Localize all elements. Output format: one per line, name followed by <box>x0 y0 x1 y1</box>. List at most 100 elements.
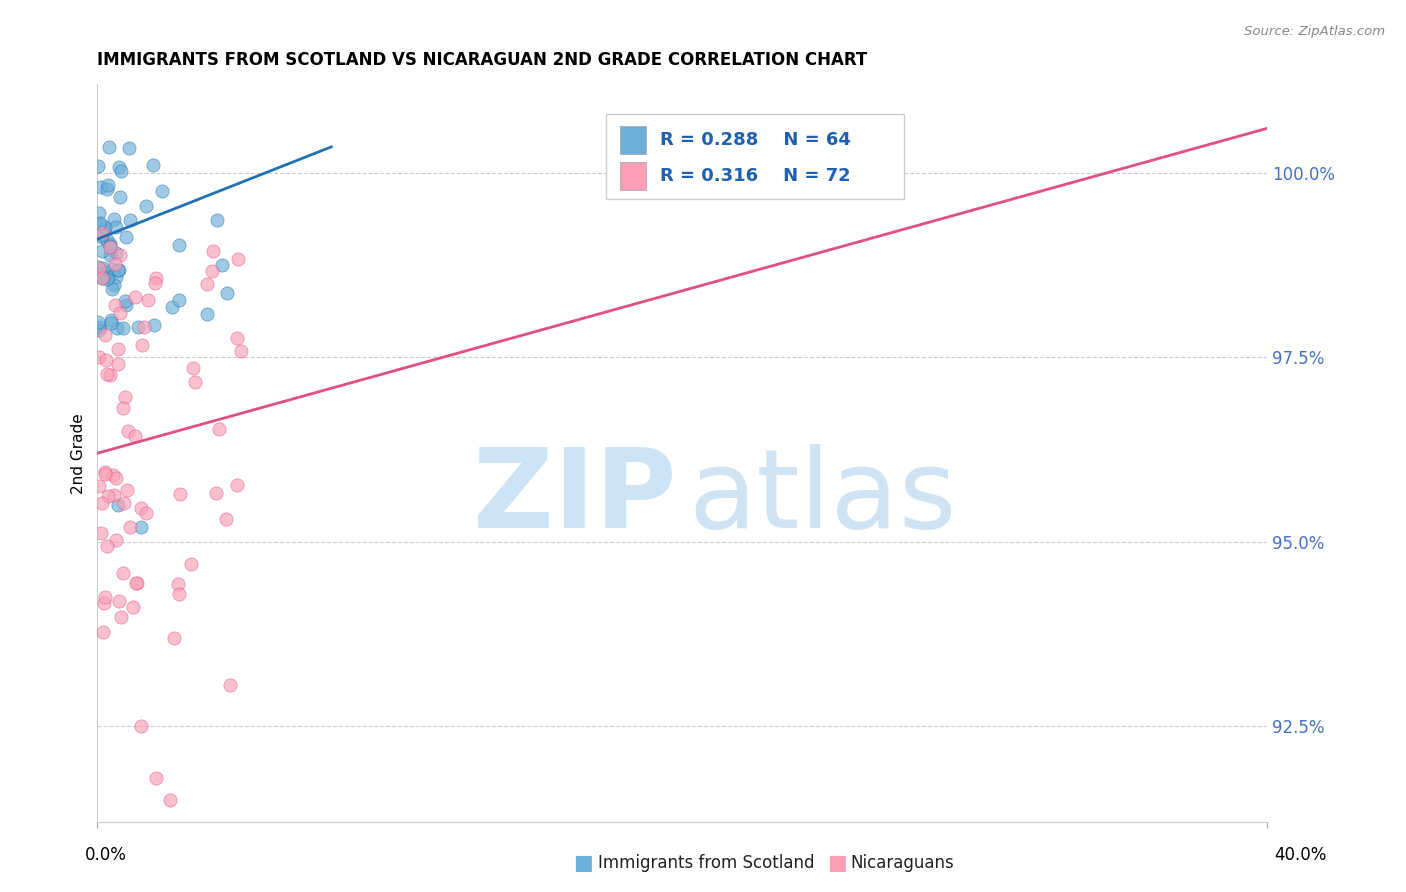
Point <box>195 277 218 291</box>
FancyBboxPatch shape <box>606 113 904 199</box>
Point <box>91 260 114 275</box>
Point <box>89 479 111 493</box>
Point <box>150 184 173 198</box>
Point <box>228 252 250 266</box>
Point <box>205 485 228 500</box>
Point <box>226 478 249 492</box>
Point <box>89 268 111 282</box>
Point <box>167 586 190 600</box>
Point <box>124 290 146 304</box>
Point <box>108 190 131 204</box>
Point <box>114 390 136 404</box>
Text: atlas: atlas <box>688 444 956 551</box>
Point <box>107 342 129 356</box>
Point <box>202 244 225 259</box>
Point <box>219 678 242 692</box>
Point <box>107 263 129 277</box>
Point <box>169 238 191 252</box>
Point <box>94 327 117 342</box>
Text: IMMIGRANTS FROM SCOTLAND VS NICARAGUAN 2ND GRADE CORRELATION CHART: IMMIGRANTS FROM SCOTLAND VS NICARAGUAN 2… <box>97 51 868 69</box>
Point <box>98 140 121 154</box>
Point <box>94 466 117 480</box>
Point <box>96 272 118 286</box>
Point <box>94 467 117 481</box>
Point <box>104 220 127 235</box>
Text: R = 0.316    N = 72: R = 0.316 N = 72 <box>659 167 851 185</box>
Point <box>131 338 153 352</box>
Point <box>118 140 141 154</box>
Point <box>183 375 205 389</box>
Point <box>98 248 121 262</box>
Text: 0.0%: 0.0% <box>84 846 127 863</box>
Point <box>87 217 110 231</box>
Point <box>124 429 146 443</box>
Bar <box>620 126 645 154</box>
Point <box>107 357 129 371</box>
Point <box>90 229 112 244</box>
Point <box>142 158 165 172</box>
Point <box>90 226 112 240</box>
Point <box>166 577 188 591</box>
Point <box>217 286 239 301</box>
Point <box>94 590 117 604</box>
Point <box>107 594 129 608</box>
Point <box>94 221 117 235</box>
Point <box>91 228 114 243</box>
Point <box>108 160 131 174</box>
Point <box>104 298 127 312</box>
Point <box>125 576 148 591</box>
Point <box>96 233 118 247</box>
Point <box>103 467 125 482</box>
Point <box>87 260 110 274</box>
Point <box>100 313 122 327</box>
Point <box>163 631 186 645</box>
Point <box>96 265 118 279</box>
Point <box>87 315 110 329</box>
Point <box>112 496 135 510</box>
Point <box>143 276 166 290</box>
Point <box>134 320 156 334</box>
Point <box>96 367 118 381</box>
Point <box>103 211 125 226</box>
Point <box>201 264 224 278</box>
Text: ■: ■ <box>827 854 846 873</box>
Point <box>671 151 693 165</box>
Point <box>104 470 127 484</box>
Point <box>118 519 141 533</box>
Point <box>87 350 110 364</box>
Point <box>94 219 117 234</box>
Text: R = 0.288    N = 64: R = 0.288 N = 64 <box>659 131 851 149</box>
Text: Nicaraguans: Nicaraguans <box>851 855 955 872</box>
Point <box>160 300 183 314</box>
Point <box>127 319 149 334</box>
Point <box>98 236 121 251</box>
Point <box>135 199 157 213</box>
Point <box>159 793 181 807</box>
Point <box>195 307 218 321</box>
Point <box>89 216 111 230</box>
Point <box>107 498 129 512</box>
Point <box>111 401 134 415</box>
Point <box>90 496 112 510</box>
Point <box>93 269 115 284</box>
Text: ■: ■ <box>574 854 593 873</box>
Point <box>115 297 138 311</box>
Point <box>110 610 132 624</box>
Point <box>167 293 190 307</box>
Point <box>181 360 204 375</box>
Point <box>108 263 131 277</box>
Point <box>145 270 167 285</box>
Point <box>103 277 125 292</box>
Point <box>90 526 112 541</box>
Point <box>89 320 111 334</box>
Point <box>90 179 112 194</box>
Point <box>101 282 124 296</box>
Point <box>105 533 128 547</box>
Point <box>114 293 136 308</box>
Point <box>117 424 139 438</box>
Point <box>91 244 114 258</box>
Point <box>136 293 159 307</box>
Bar <box>620 161 645 190</box>
Point <box>129 500 152 515</box>
Point <box>104 269 127 284</box>
